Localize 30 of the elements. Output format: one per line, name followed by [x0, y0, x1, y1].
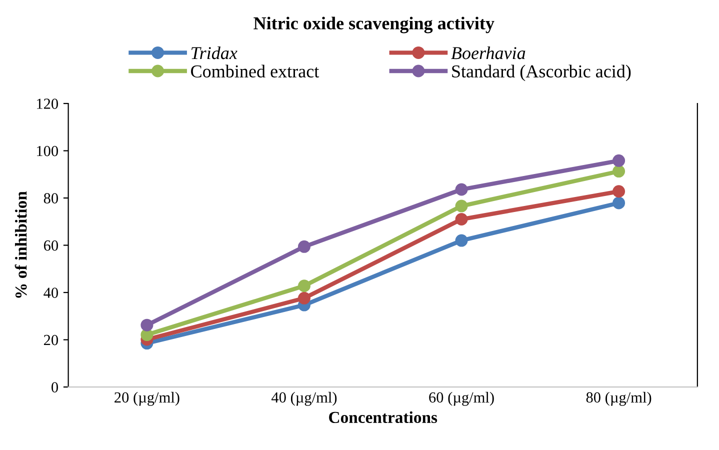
point	[612, 185, 626, 198]
point	[455, 183, 468, 196]
point	[298, 292, 310, 304]
point	[455, 200, 468, 212]
point	[455, 234, 468, 247]
point	[612, 165, 626, 178]
y-tick-label: 0	[52, 382, 58, 392]
chart-title: Nitric oxide scavenging activity	[254, 16, 494, 34]
legend-label: Tridax	[191, 46, 238, 60]
point	[612, 196, 626, 210]
y-axis-title: % of inhibition	[14, 191, 27, 298]
y-tick-label: 100	[37, 146, 58, 156]
y-tick-label: 80	[44, 193, 58, 204]
y-tick-label: 40	[44, 288, 58, 298]
legend-label: Standard (Ascorbic acid)	[452, 64, 631, 82]
y-tick-label: 20	[44, 334, 58, 346]
point	[298, 280, 310, 292]
point	[455, 213, 468, 226]
point	[612, 154, 626, 167]
y-tick-label: 120	[37, 98, 58, 109]
x-tick-label: 60 (µg/ml)	[429, 392, 494, 406]
point	[298, 240, 310, 253]
x-tick-label: 40 (µg/ml)	[271, 392, 337, 406]
x-tick-label: 20 (µg/ml)	[114, 392, 180, 406]
legend-label: Boerhavia	[451, 46, 526, 60]
x-axis-title: Concentrations	[329, 411, 438, 424]
x-tick-label: 80 (µg/ml)	[586, 392, 652, 406]
y-tick-label: 60	[44, 240, 58, 251]
legend-label: Combined extract	[191, 64, 320, 78]
point	[140, 318, 154, 332]
